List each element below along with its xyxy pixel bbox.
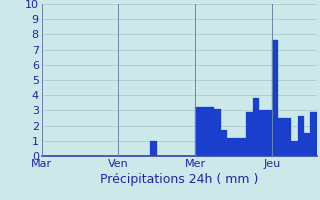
Bar <box>259 110 266 156</box>
Bar <box>150 141 157 156</box>
Bar <box>246 112 253 156</box>
Bar <box>278 118 285 156</box>
Bar <box>304 133 310 156</box>
Bar <box>240 138 246 156</box>
Bar <box>253 98 259 156</box>
Bar <box>202 107 208 156</box>
X-axis label: Précipitations 24h ( mm ): Précipitations 24h ( mm ) <box>100 173 258 186</box>
Bar <box>221 130 227 156</box>
Bar <box>310 112 317 156</box>
Bar <box>266 110 272 156</box>
Bar <box>195 107 202 156</box>
Bar <box>285 118 291 156</box>
Bar <box>227 138 234 156</box>
Bar <box>272 40 278 156</box>
Bar <box>291 141 298 156</box>
Bar <box>214 109 221 156</box>
Bar <box>298 116 304 156</box>
Bar <box>234 138 240 156</box>
Bar <box>208 107 214 156</box>
